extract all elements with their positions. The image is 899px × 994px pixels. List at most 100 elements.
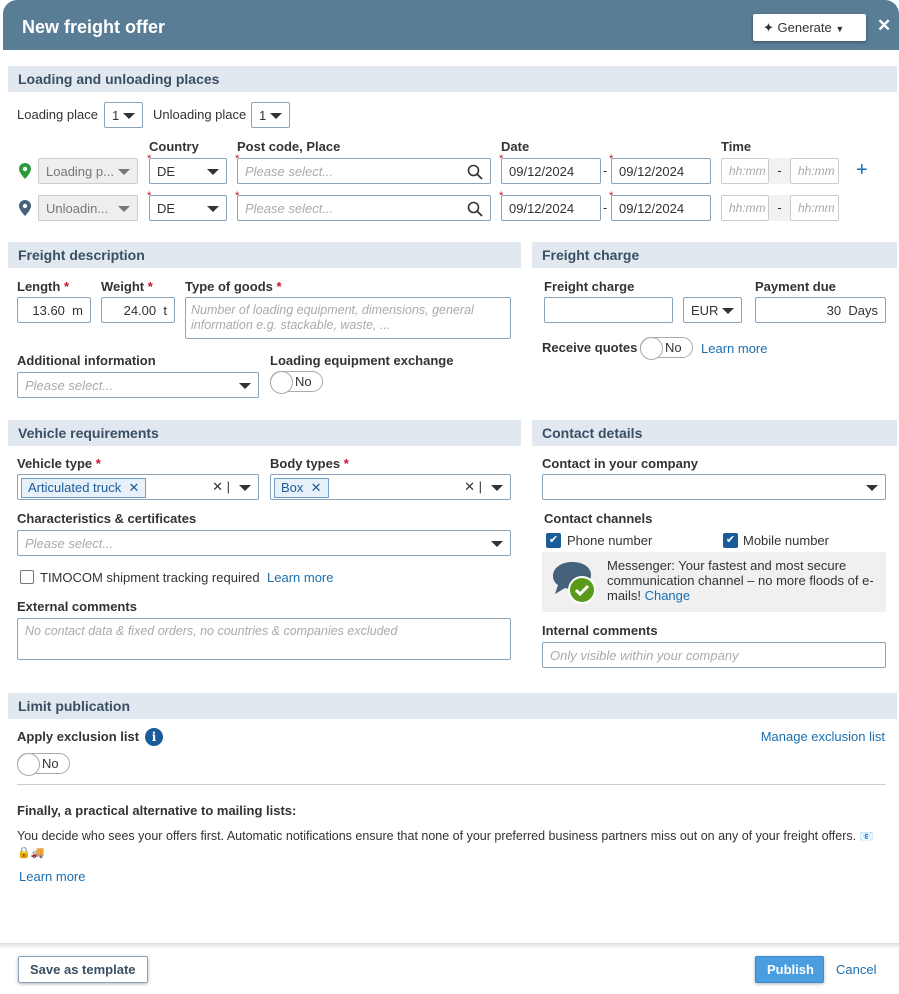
generate-label: Generate [777,20,832,35]
exchange-label: Loading equipment exchange [270,353,454,368]
weight-label: Weight * [101,279,153,294]
quotes-toggle[interactable]: No [640,337,693,360]
mobile-label: Mobile number [743,533,829,548]
p: Please select... [245,201,334,216]
caret-down-icon: ▼ [835,24,845,34]
tracking-checkbox[interactable] [20,570,34,584]
promo-title: Finally, a practical alternative to mail… [17,803,297,818]
exclusion-label: Apply exclusion list [17,729,140,744]
internal-comments-label: Internal comments [542,623,658,638]
close-icon[interactable]: ✕ [877,16,892,35]
search-icon[interactable] [467,164,483,180]
exclusion-toggle[interactable]: No [17,753,70,776]
p: Please select... [25,378,114,393]
dash: - [603,200,608,215]
chars-select[interactable]: Please select... [17,530,511,556]
v: Loading p... [46,164,114,179]
quotes-learn-more-link[interactable]: Learn more [701,341,768,356]
generate-button[interactable]: ✦ Generate ▼ [753,14,866,41]
place-type-select[interactable]: Loading p... [38,158,138,184]
vehicle-type-select[interactable]: Articulated truck ✕ ✕ | [17,474,259,500]
tracking-learn-more-link[interactable]: Learn more [267,570,334,585]
country-select[interactable]: DE [149,158,227,184]
additional-label: Additional information [17,353,156,368]
time-from-input[interactable]: hh:mm [721,158,769,184]
publish-button[interactable]: Publish [755,956,824,983]
dialog-header [3,0,899,50]
v: 24.00 [123,303,157,318]
clear-icon[interactable]: ✕ | [212,479,230,494]
date-from-input[interactable]: 09/12/2024 [501,158,601,184]
additional-select[interactable]: Please select... [17,372,259,398]
search-icon[interactable] [467,201,483,217]
currency-select[interactable]: EUR [683,297,742,323]
internal-comments-input[interactable]: Only visible within your company [542,642,886,668]
dialog-title: New freight offer [22,17,166,37]
length-input[interactable]: 13.60 m [17,297,91,323]
divider [17,784,886,785]
country-select[interactable]: DE [149,195,227,221]
t: Type of goods [185,279,273,294]
loading-place-count-select[interactable]: 1 [104,102,143,128]
place-type-select[interactable]: Unloadin... [38,195,138,221]
section-freight-charge: Freight charge [532,242,897,268]
body-types-select[interactable]: Box ✕ ✕ | [270,474,511,500]
t: Vehicle type [17,456,93,471]
date-to-input[interactable]: 09/12/2024 [611,195,711,221]
dash: - [769,195,790,221]
messenger-change-link[interactable]: Change [644,588,691,603]
u: Days [848,303,878,318]
length-label: Length * [17,279,70,294]
messenger-chat-icon [553,562,596,604]
value: 1 [259,108,267,123]
promo-emoji-icons: 📧🔒🚚 [17,831,874,859]
add-place-button[interactable]: + [856,159,868,181]
phone-checkbox[interactable]: ✔ [546,533,561,548]
goods-textarea[interactable]: Number of loading equipment, dimensions,… [185,297,511,339]
charge-input[interactable] [544,297,673,323]
post-code-input[interactable]: Please select... [237,195,491,221]
section-places: Loading and unloading places [8,66,897,92]
time-to-input[interactable]: hh:mm [790,195,839,221]
chip-box: Box ✕ [274,478,329,498]
ext-comments-textarea[interactable]: No contact data & fixed orders, no count… [17,618,511,660]
date-to-input[interactable]: 09/12/2024 [611,158,711,184]
post-label: Post code, Place [237,139,341,154]
country-label: Country [149,139,199,154]
exchange-toggle[interactable]: No [270,371,323,394]
save-template-button[interactable]: Save as template [18,956,148,983]
v: 30 [826,303,842,318]
payment-label: Payment due [755,279,836,294]
t: Length [17,279,61,294]
post-code-input[interactable]: Please select... [237,158,491,184]
date-from-input[interactable]: 09/12/2024 [501,195,601,221]
manage-exclusion-link[interactable]: Manage exclusion list [760,729,885,744]
promo-learn-more-link[interactable]: Learn more [19,869,86,884]
payment-input[interactable]: 30 Days [755,297,886,323]
section-contact: Contact details [532,420,897,446]
remove-chip-icon[interactable]: ✕ [128,480,140,495]
goods-label: Type of goods * [185,279,282,294]
cancel-link[interactable]: Cancel [836,962,877,977]
t: Box [281,480,304,495]
date-label: Date [501,139,530,154]
info-icon[interactable]: i [145,728,163,746]
remove-chip-icon[interactable]: ✕ [310,480,322,495]
section-freight-description: Freight description [8,242,521,268]
time-to-input[interactable]: hh:mm [790,158,839,184]
charge-label: Freight charge [544,279,635,294]
company-contact-select[interactable] [542,474,886,500]
value: 1 [112,108,120,123]
t: Weight [101,279,145,294]
weight-input[interactable]: 24.00 t [101,297,175,323]
clear-icon[interactable]: ✕ | [464,479,482,494]
time-from-input[interactable]: hh:mm [721,195,769,221]
mobile-checkbox[interactable]: ✔ [723,533,738,548]
unloading-place-count-select[interactable]: 1 [251,102,290,128]
dash: - [603,163,608,178]
messenger-text: Messenger: Your fastest and most secure … [607,558,874,603]
sparkle-icon: ✦ [763,20,778,35]
v: 13.60 [32,303,65,318]
footer-shadow [0,943,899,949]
vehicle-type-label: Vehicle type * [17,456,101,471]
